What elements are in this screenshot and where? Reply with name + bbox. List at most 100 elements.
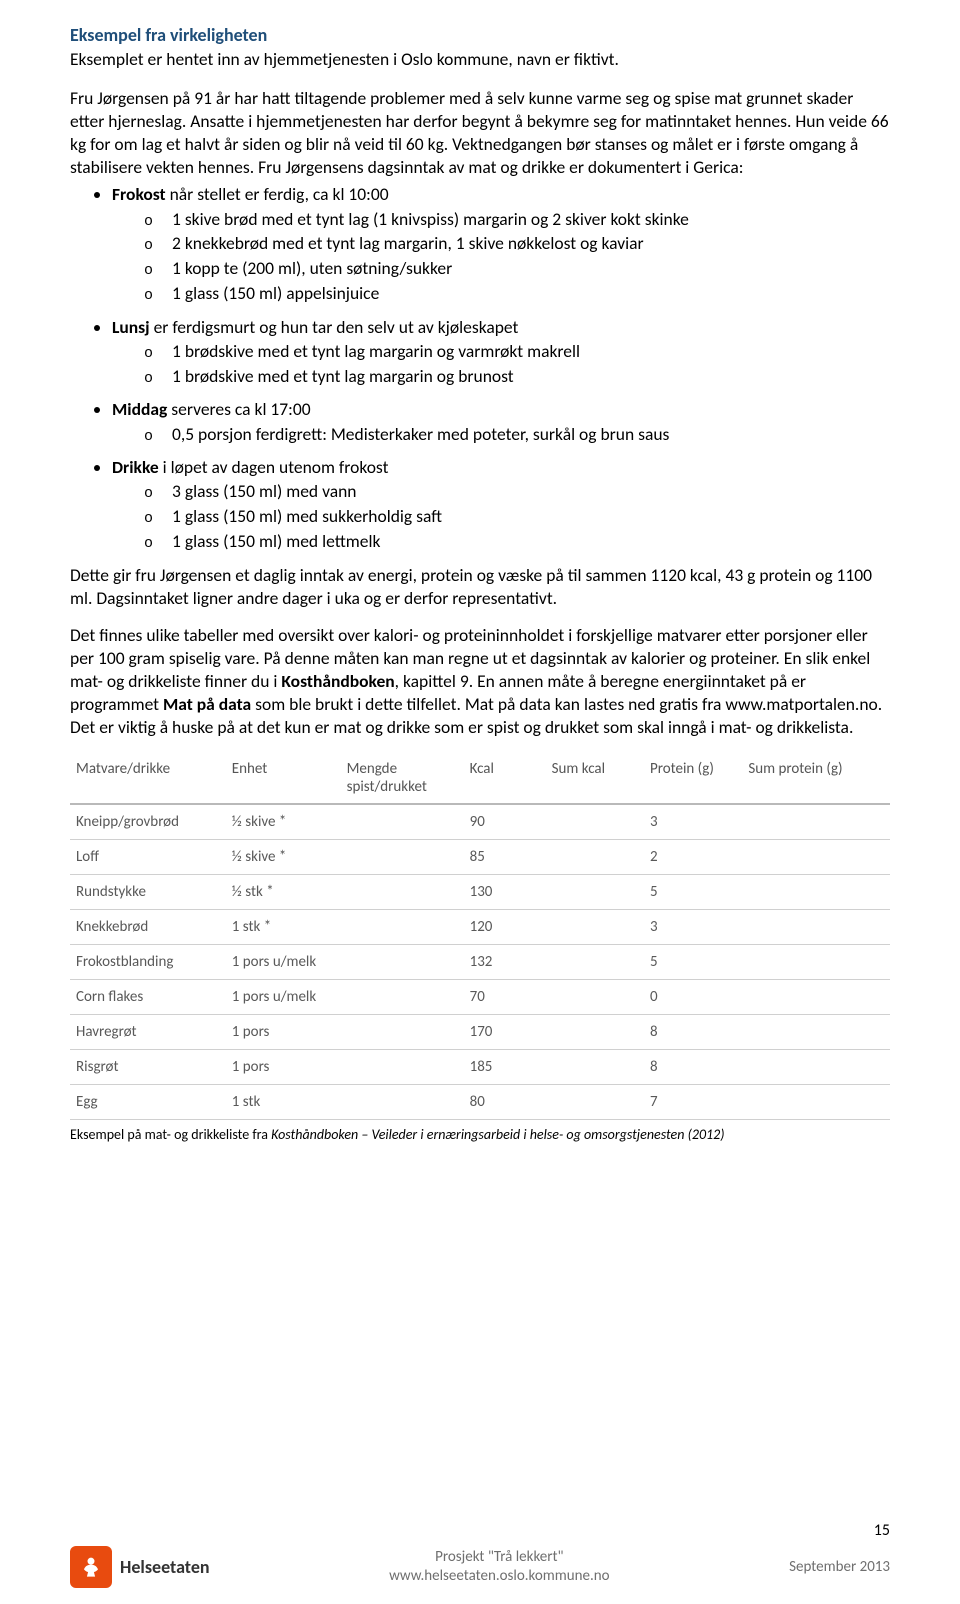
col-matvare: Matvare/drikke: [70, 753, 226, 804]
table-cell: 3: [644, 910, 742, 945]
table-cell: ½ skive *: [226, 804, 341, 840]
table-cell: 1 pors: [226, 1015, 341, 1050]
table-cell: [742, 804, 890, 840]
table-cell: [742, 1085, 890, 1120]
table-row: Egg1 stk 80 7: [70, 1085, 890, 1120]
footer-project: Prosjekt "Trå lekkert": [210, 1548, 790, 1567]
frokost-label: Frokost: [112, 183, 166, 205]
col-protein: Protein (g): [644, 753, 742, 804]
page-footer: Helseetaten Prosjekt "Trå lekkert" www.h…: [70, 1546, 890, 1588]
table-cell: [546, 804, 644, 840]
table-cell: Risgrøt: [70, 1050, 226, 1085]
footer-date: September 2013: [789, 1558, 890, 1577]
middag-label: Middag: [112, 398, 167, 420]
list-item: 1 kopp te (200 ml), uten søtning/sukker: [144, 257, 890, 281]
paragraph-2: Dette gir fru Jørgensen et daglig inntak…: [70, 564, 890, 610]
table-row: Corn flakes1 pors u/melk 70 0: [70, 980, 890, 1015]
middag-items: 0,5 porsjon ferdigrett: Medisterkaker me…: [112, 423, 890, 447]
table-cell: [742, 840, 890, 875]
frokost-items: 1 skive brød med et tynt lag (1 knivspis…: [112, 208, 890, 306]
table-cell: 70: [464, 980, 546, 1015]
table-cell: Egg: [70, 1085, 226, 1120]
table-cell: [546, 1085, 644, 1120]
table-row: Loff½ skive * 85 2: [70, 840, 890, 875]
table-cell: 130: [464, 875, 546, 910]
table-row: Risgrøt1 pors 185 8: [70, 1050, 890, 1085]
table-cell: [546, 840, 644, 875]
frokost-rest: når stellet er ferdig, ca kl 10:00: [166, 183, 389, 205]
table-cell: [546, 980, 644, 1015]
table-cell: 1 pors u/melk: [226, 980, 341, 1015]
table-cell: ½ skive *: [226, 840, 341, 875]
table-cell: 8: [644, 1050, 742, 1085]
table-cell: [546, 1015, 644, 1050]
table-cell: Kneipp/grovbrød: [70, 804, 226, 840]
table-cell: 90: [464, 804, 546, 840]
food-table: Matvare/drikke Enhet Mengde spist/drukke…: [70, 753, 890, 1120]
table-header-row: Matvare/drikke Enhet Mengde spist/drukke…: [70, 753, 890, 804]
table-cell: Loff: [70, 840, 226, 875]
list-item: 1 glass (150 ml) med lettmelk: [144, 530, 890, 554]
table-cell: ½ stk *: [226, 875, 341, 910]
table-cell: Frokostblanding: [70, 945, 226, 980]
table-cell: [742, 910, 890, 945]
table-cell: 170: [464, 1015, 546, 1050]
meal-lunsj: Lunsj er ferdigsmurt og hun tar den selv…: [70, 316, 890, 389]
table-cell: [341, 945, 464, 980]
meal-middag: Middag serveres ca kl 17:00 0,5 porsjon …: [70, 398, 890, 446]
lunsj-label: Lunsj: [112, 316, 150, 338]
table-cell: Rundstykke: [70, 875, 226, 910]
table-cell: 0: [644, 980, 742, 1015]
table-cell: 85: [464, 840, 546, 875]
table-cell: 80: [464, 1085, 546, 1120]
table-cell: [341, 875, 464, 910]
drikke-items: 3 glass (150 ml) med vann 1 glass (150 m…: [112, 480, 890, 553]
list-item: 3 glass (150 ml) med vann: [144, 480, 890, 504]
footer-url: www.helseetaten.oslo.kommune.no: [210, 1567, 790, 1586]
table-cell: [341, 840, 464, 875]
table-cell: [546, 910, 644, 945]
table-cell: [742, 875, 890, 910]
col-sumprotein: Sum protein (g): [742, 753, 890, 804]
table-cell: [341, 980, 464, 1015]
table-cell: 1 stk *: [226, 910, 341, 945]
table-cell: 3: [644, 804, 742, 840]
table-cell: [546, 945, 644, 980]
table-cell: 2: [644, 840, 742, 875]
list-item: 1 glass (150 ml) med sukkerholdig saft: [144, 505, 890, 529]
helseetaten-logo-icon: [70, 1546, 112, 1588]
table-cell: Knekkebrød: [70, 910, 226, 945]
table-caption: Eksempel på mat- og drikkeliste fra Kost…: [70, 1126, 890, 1143]
intro-text: Eksemplet er hentet inn av hjemmetjenest…: [70, 48, 890, 71]
list-item: 1 brødskive med et tynt lag margarin og …: [144, 340, 890, 364]
table-cell: [546, 1050, 644, 1085]
brand-name: Helseetaten: [120, 1556, 210, 1578]
lunsj-rest: er ferdigsmurt og hun tar den selv ut av…: [150, 316, 519, 338]
table-cell: Corn flakes: [70, 980, 226, 1015]
list-item: 2 knekkebrød med et tynt lag margarin, 1…: [144, 232, 890, 256]
col-sumkcal: Sum kcal: [546, 753, 644, 804]
paragraph-3: Det finnes ulike tabeller med oversikt o…: [70, 624, 890, 739]
table-cell: 5: [644, 945, 742, 980]
table-row: Frokostblanding1 pors u/melk1325: [70, 945, 890, 980]
table-cell: 120: [464, 910, 546, 945]
table-cell: 1 pors: [226, 1050, 341, 1085]
drikke-rest: i løpet av dagen utenom frokost: [159, 456, 389, 478]
meal-drikke: Drikke i løpet av dagen utenom frokost 3…: [70, 456, 890, 553]
table-cell: 1 stk: [226, 1085, 341, 1120]
table-cell: Havregrøt: [70, 1015, 226, 1050]
table-cell: [341, 1015, 464, 1050]
table-cell: [341, 910, 464, 945]
table-row: Havregrøt1 pors1708: [70, 1015, 890, 1050]
table-row: Knekkebrød1 stk * 120 3: [70, 910, 890, 945]
section-heading: Eksempel fra virkeligheten: [70, 24, 890, 46]
drikke-label: Drikke: [112, 456, 159, 478]
table-cell: 185: [464, 1050, 546, 1085]
table-row: Rundstykke½ stk *1305: [70, 875, 890, 910]
list-item: 0,5 porsjon ferdigrett: Medisterkaker me…: [144, 423, 890, 447]
list-item: 1 brødskive med et tynt lag margarin og …: [144, 365, 890, 389]
col-enhet: Enhet: [226, 753, 341, 804]
lunsj-items: 1 brødskive med et tynt lag margarin og …: [112, 340, 890, 389]
list-item: 1 glass (150 ml) appelsinjuice: [144, 282, 890, 306]
table-cell: 7: [644, 1085, 742, 1120]
